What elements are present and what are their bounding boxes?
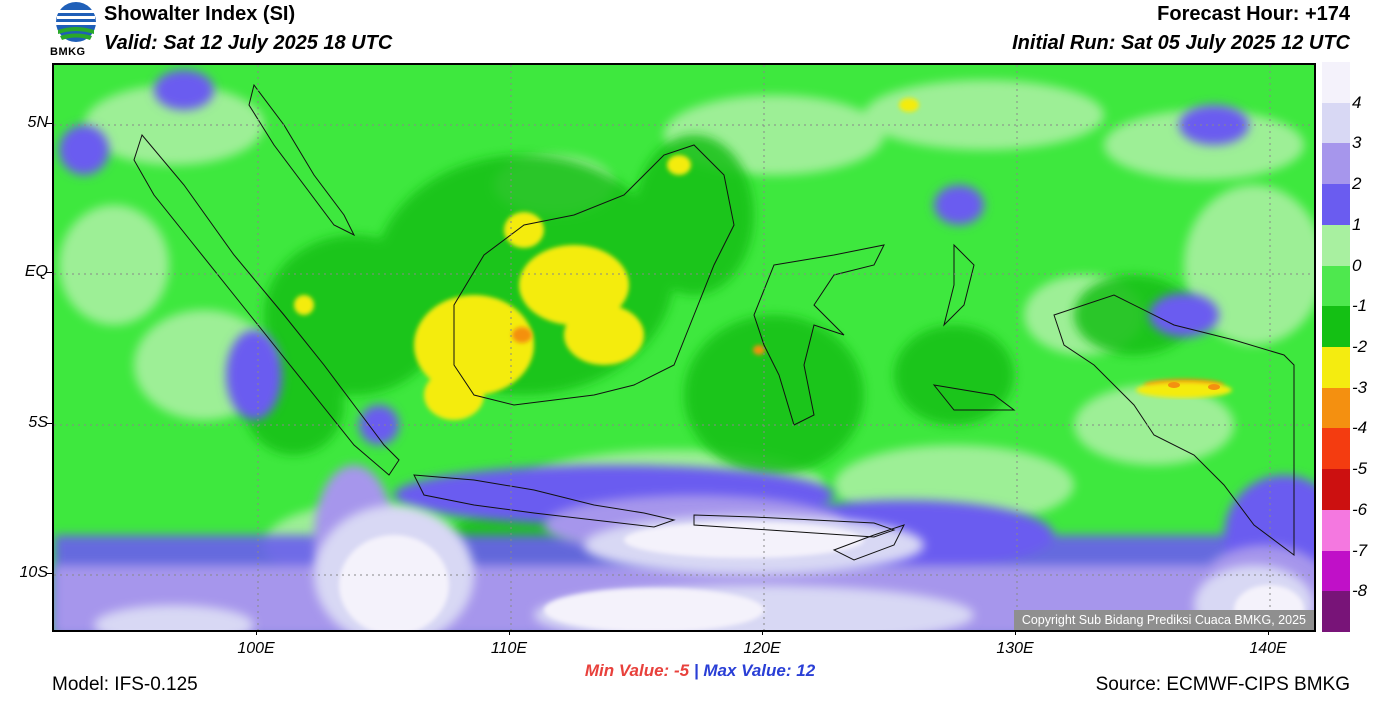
colorbar-segment — [1322, 550, 1350, 592]
max-value: 12 — [796, 661, 816, 680]
colorbar-label: -5 — [1352, 459, 1368, 479]
colorbar-segment — [1322, 184, 1350, 226]
lat-label-5s: 5S — [28, 414, 48, 431]
valid-time: Valid: Sat 12 July 2025 18 UTC — [104, 32, 393, 54]
tick-130e — [1015, 630, 1016, 635]
colorbar — [1322, 62, 1350, 633]
tick-eq — [46, 272, 52, 273]
colorbar-label: 4 — [1352, 92, 1362, 112]
tick-140e — [1268, 630, 1269, 635]
colorbar-label: -6 — [1352, 499, 1368, 519]
copyright-notice: Copyright Sub Bidang Prediksi Cuaca BMKG… — [1013, 610, 1314, 630]
colorbar-label: -2 — [1352, 337, 1368, 356]
colorbar-label: 2 — [1352, 174, 1362, 194]
tick-5n — [46, 123, 52, 124]
data-source: Source: ECMWF-CIPS BMKG — [1095, 674, 1350, 695]
colorbar-segment — [1322, 347, 1350, 389]
colorbar-segment — [1322, 428, 1350, 470]
colorbar-label: -4 — [1352, 418, 1368, 438]
lat-label-10s: 10S — [19, 564, 48, 581]
min-value: -5 — [673, 661, 690, 680]
min-max-values: Min Value: -5 | Max Value: 12 — [0, 661, 1400, 681]
colorbar-label: -1 — [1352, 296, 1368, 316]
colorbar-segment — [1322, 387, 1350, 429]
colorbar-segment — [1322, 224, 1350, 267]
bmkg-logo — [52, 0, 100, 60]
stats-separator: | — [693, 661, 699, 680]
tick-5s — [46, 423, 52, 424]
colorbar-segment — [1322, 509, 1350, 552]
colorbar-segment — [1322, 306, 1350, 348]
forecast-hour: Forecast Hour: +174 — [1157, 3, 1350, 25]
initial-run: Initial Run: Sat 05 July 2025 12 UTC — [1012, 32, 1350, 54]
lon-label-120e: 120E — [743, 640, 781, 657]
model-name: Model: IFS-0.125 — [52, 674, 198, 695]
colorbar-label: 0 — [1352, 255, 1362, 275]
logo-text: BMKG — [50, 46, 86, 58]
tick-100e — [256, 630, 257, 635]
colorbar-segment — [1322, 143, 1350, 185]
colorbar-label: 3 — [1352, 133, 1362, 153]
tick-110e — [509, 630, 510, 635]
colorbar-label: -7 — [1352, 540, 1368, 560]
colorbar-segment — [1322, 591, 1350, 633]
tick-10s — [46, 573, 52, 574]
colorbar-segment — [1322, 469, 1350, 511]
lon-label-100e: 100E — [237, 640, 275, 657]
colorbar-segment — [1322, 62, 1350, 104]
colorbar-label: 1 — [1352, 214, 1362, 234]
colorbar-segment — [1322, 265, 1350, 307]
lat-label-eq: EQ — [24, 263, 48, 280]
map-canvas: Copyright Sub Bidang Prediksi Cuaca BMKG… — [52, 63, 1316, 632]
colorbar-label: -8 — [1352, 581, 1368, 601]
colorbar-segment — [1322, 102, 1350, 144]
min-label: Min Value: — [584, 661, 670, 680]
tick-120e — [762, 630, 763, 635]
lon-label-130e: 130E — [996, 640, 1034, 657]
max-label: Max Value: — [703, 661, 792, 680]
colorbar-label: -3 — [1352, 377, 1368, 397]
lon-label-110e: 110E — [490, 640, 528, 657]
chart-title: Showalter Index (SI) — [104, 3, 296, 25]
lat-label-5n: 5N — [27, 114, 48, 131]
lon-label-140e: 140E — [1249, 640, 1287, 657]
